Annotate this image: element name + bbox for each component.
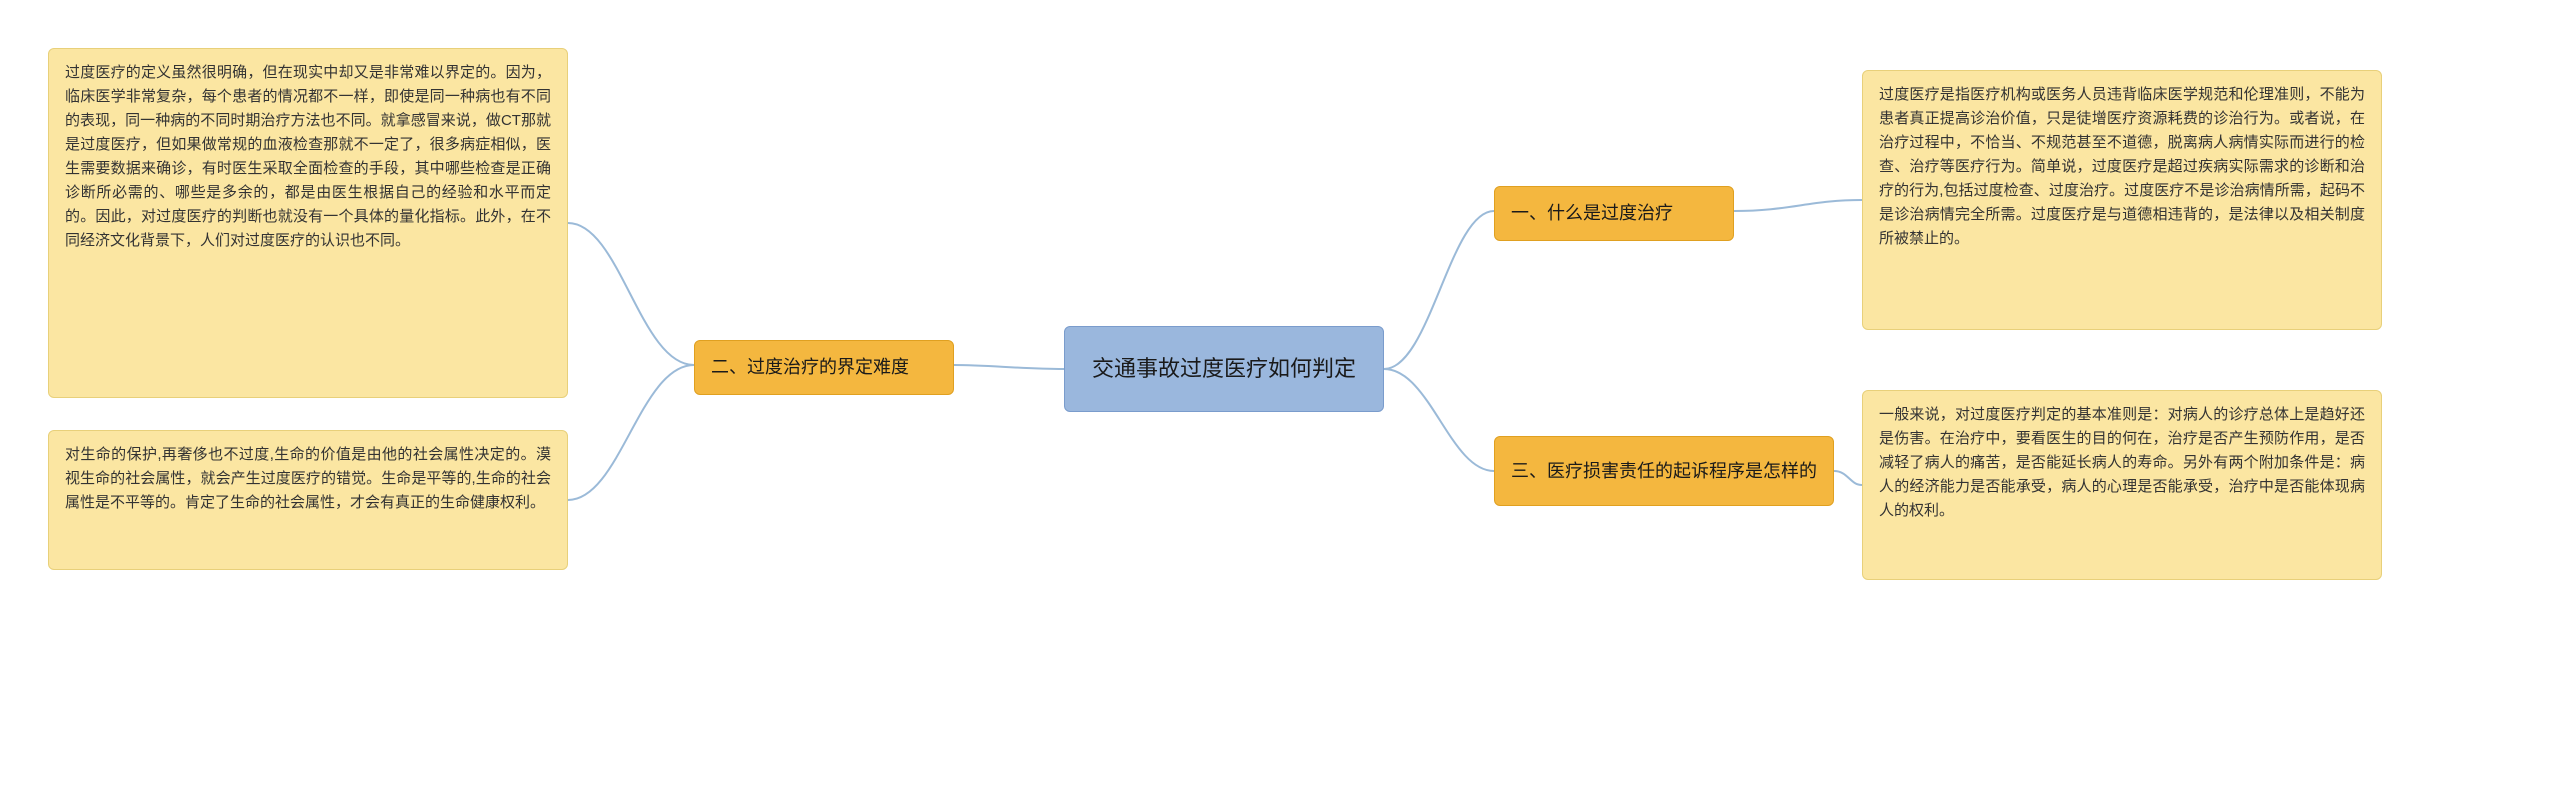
center-label: 交通事故过度医疗如何判定: [1092, 351, 1356, 386]
connector: [1834, 471, 1862, 485]
leaf-text: 过度医疗的定义虽然很明确，但在现实中却又是非常难以界定的。因为，临床医学非常复杂…: [65, 64, 551, 249]
branch-label: 二、过度治疗的界定难度: [711, 353, 909, 382]
leaf-text: 一般来说，对过度医疗判定的基本准则是：对病人的诊疗总体上是趋好还是伤害。在治疗中…: [1879, 406, 2365, 519]
branch-label: 三、医疗损害责任的起诉程序是怎样的: [1511, 457, 1817, 486]
leaf-text: 过度医疗是指医疗机构或医务人员违背临床医学规范和伦理准则，不能为患者真正提高诊治…: [1879, 86, 2365, 247]
connector: [568, 223, 694, 365]
branch-b3[interactable]: 三、医疗损害责任的起诉程序是怎样的: [1494, 436, 1834, 506]
connector: [1384, 211, 1494, 369]
connector: [1384, 369, 1494, 471]
branch-b2[interactable]: 二、过度治疗的界定难度: [694, 340, 954, 395]
center-node[interactable]: 交通事故过度医疗如何判定: [1064, 326, 1384, 412]
leaf-b3l1[interactable]: 一般来说，对过度医疗判定的基本准则是：对病人的诊疗总体上是趋好还是伤害。在治疗中…: [1862, 390, 2382, 580]
leaf-b2l2[interactable]: 对生命的保护,再奢侈也不过度,生命的价值是由他的社会属性决定的。漠视生命的社会属…: [48, 430, 568, 570]
leaf-b1l1[interactable]: 过度医疗是指医疗机构或医务人员违背临床医学规范和伦理准则，不能为患者真正提高诊治…: [1862, 70, 2382, 330]
branch-b1[interactable]: 一、什么是过度治疗: [1494, 186, 1734, 241]
branch-label: 一、什么是过度治疗: [1511, 199, 1673, 228]
leaf-b2l1[interactable]: 过度医疗的定义虽然很明确，但在现实中却又是非常难以界定的。因为，临床医学非常复杂…: [48, 48, 568, 398]
leaf-text: 对生命的保护,再奢侈也不过度,生命的价值是由他的社会属性决定的。漠视生命的社会属…: [65, 446, 551, 511]
connector: [568, 365, 694, 500]
connector: [954, 365, 1064, 369]
connector: [1734, 200, 1862, 211]
